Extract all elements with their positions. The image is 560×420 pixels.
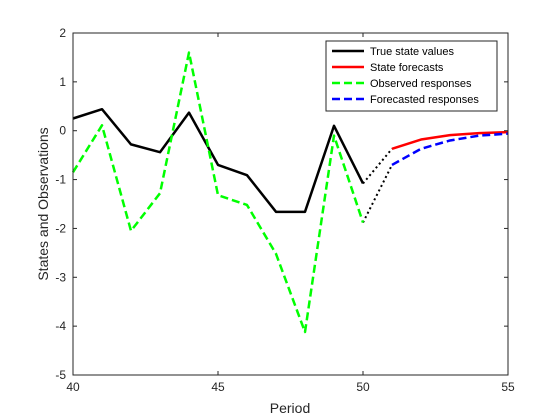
x-axis-label: Period (270, 400, 310, 416)
legend-label-3: Observed responses (370, 78, 472, 90)
legend: True state values State forecasts Observed… (325, 40, 498, 112)
series-layer (71, 51, 509, 334)
plot-frame (72, 32, 509, 376)
connector-line-2 (362, 164, 393, 224)
x-tick-label: 40 (66, 380, 80, 394)
x-tick-label: 50 (356, 380, 370, 394)
y-tick-label: 2 (59, 26, 66, 40)
series-line-1 (72, 107, 365, 214)
y-tick-label: -3 (55, 270, 66, 284)
y-tick-label: -2 (55, 221, 66, 235)
y-tick-label: -4 (55, 319, 66, 333)
y-tick-label: -5 (55, 368, 66, 382)
series-line-3 (71, 51, 365, 334)
legend-label-4: Forecasted responses (370, 94, 479, 106)
x-tick-label: 45 (211, 380, 225, 394)
tick-layer (72, 32, 509, 376)
series-line-2 (391, 130, 509, 150)
legend-label-2: State forecasts (370, 62, 444, 74)
y-tick-label: 0 (59, 124, 66, 138)
y-tick-label: -1 (55, 173, 66, 187)
y-tick-labels: -5 -4 -3 -2 -1 0 1 2 (55, 26, 66, 382)
x-tick-label: 55 (501, 380, 515, 394)
legend-label-1: True state values (370, 46, 454, 58)
y-tick-label: 1 (59, 75, 66, 89)
series-line-4 (391, 132, 509, 167)
legend-box (325, 40, 498, 112)
x-tick-labels: 40 45 50 55 (66, 380, 515, 394)
y-axis-label: States and Observations (35, 127, 51, 280)
